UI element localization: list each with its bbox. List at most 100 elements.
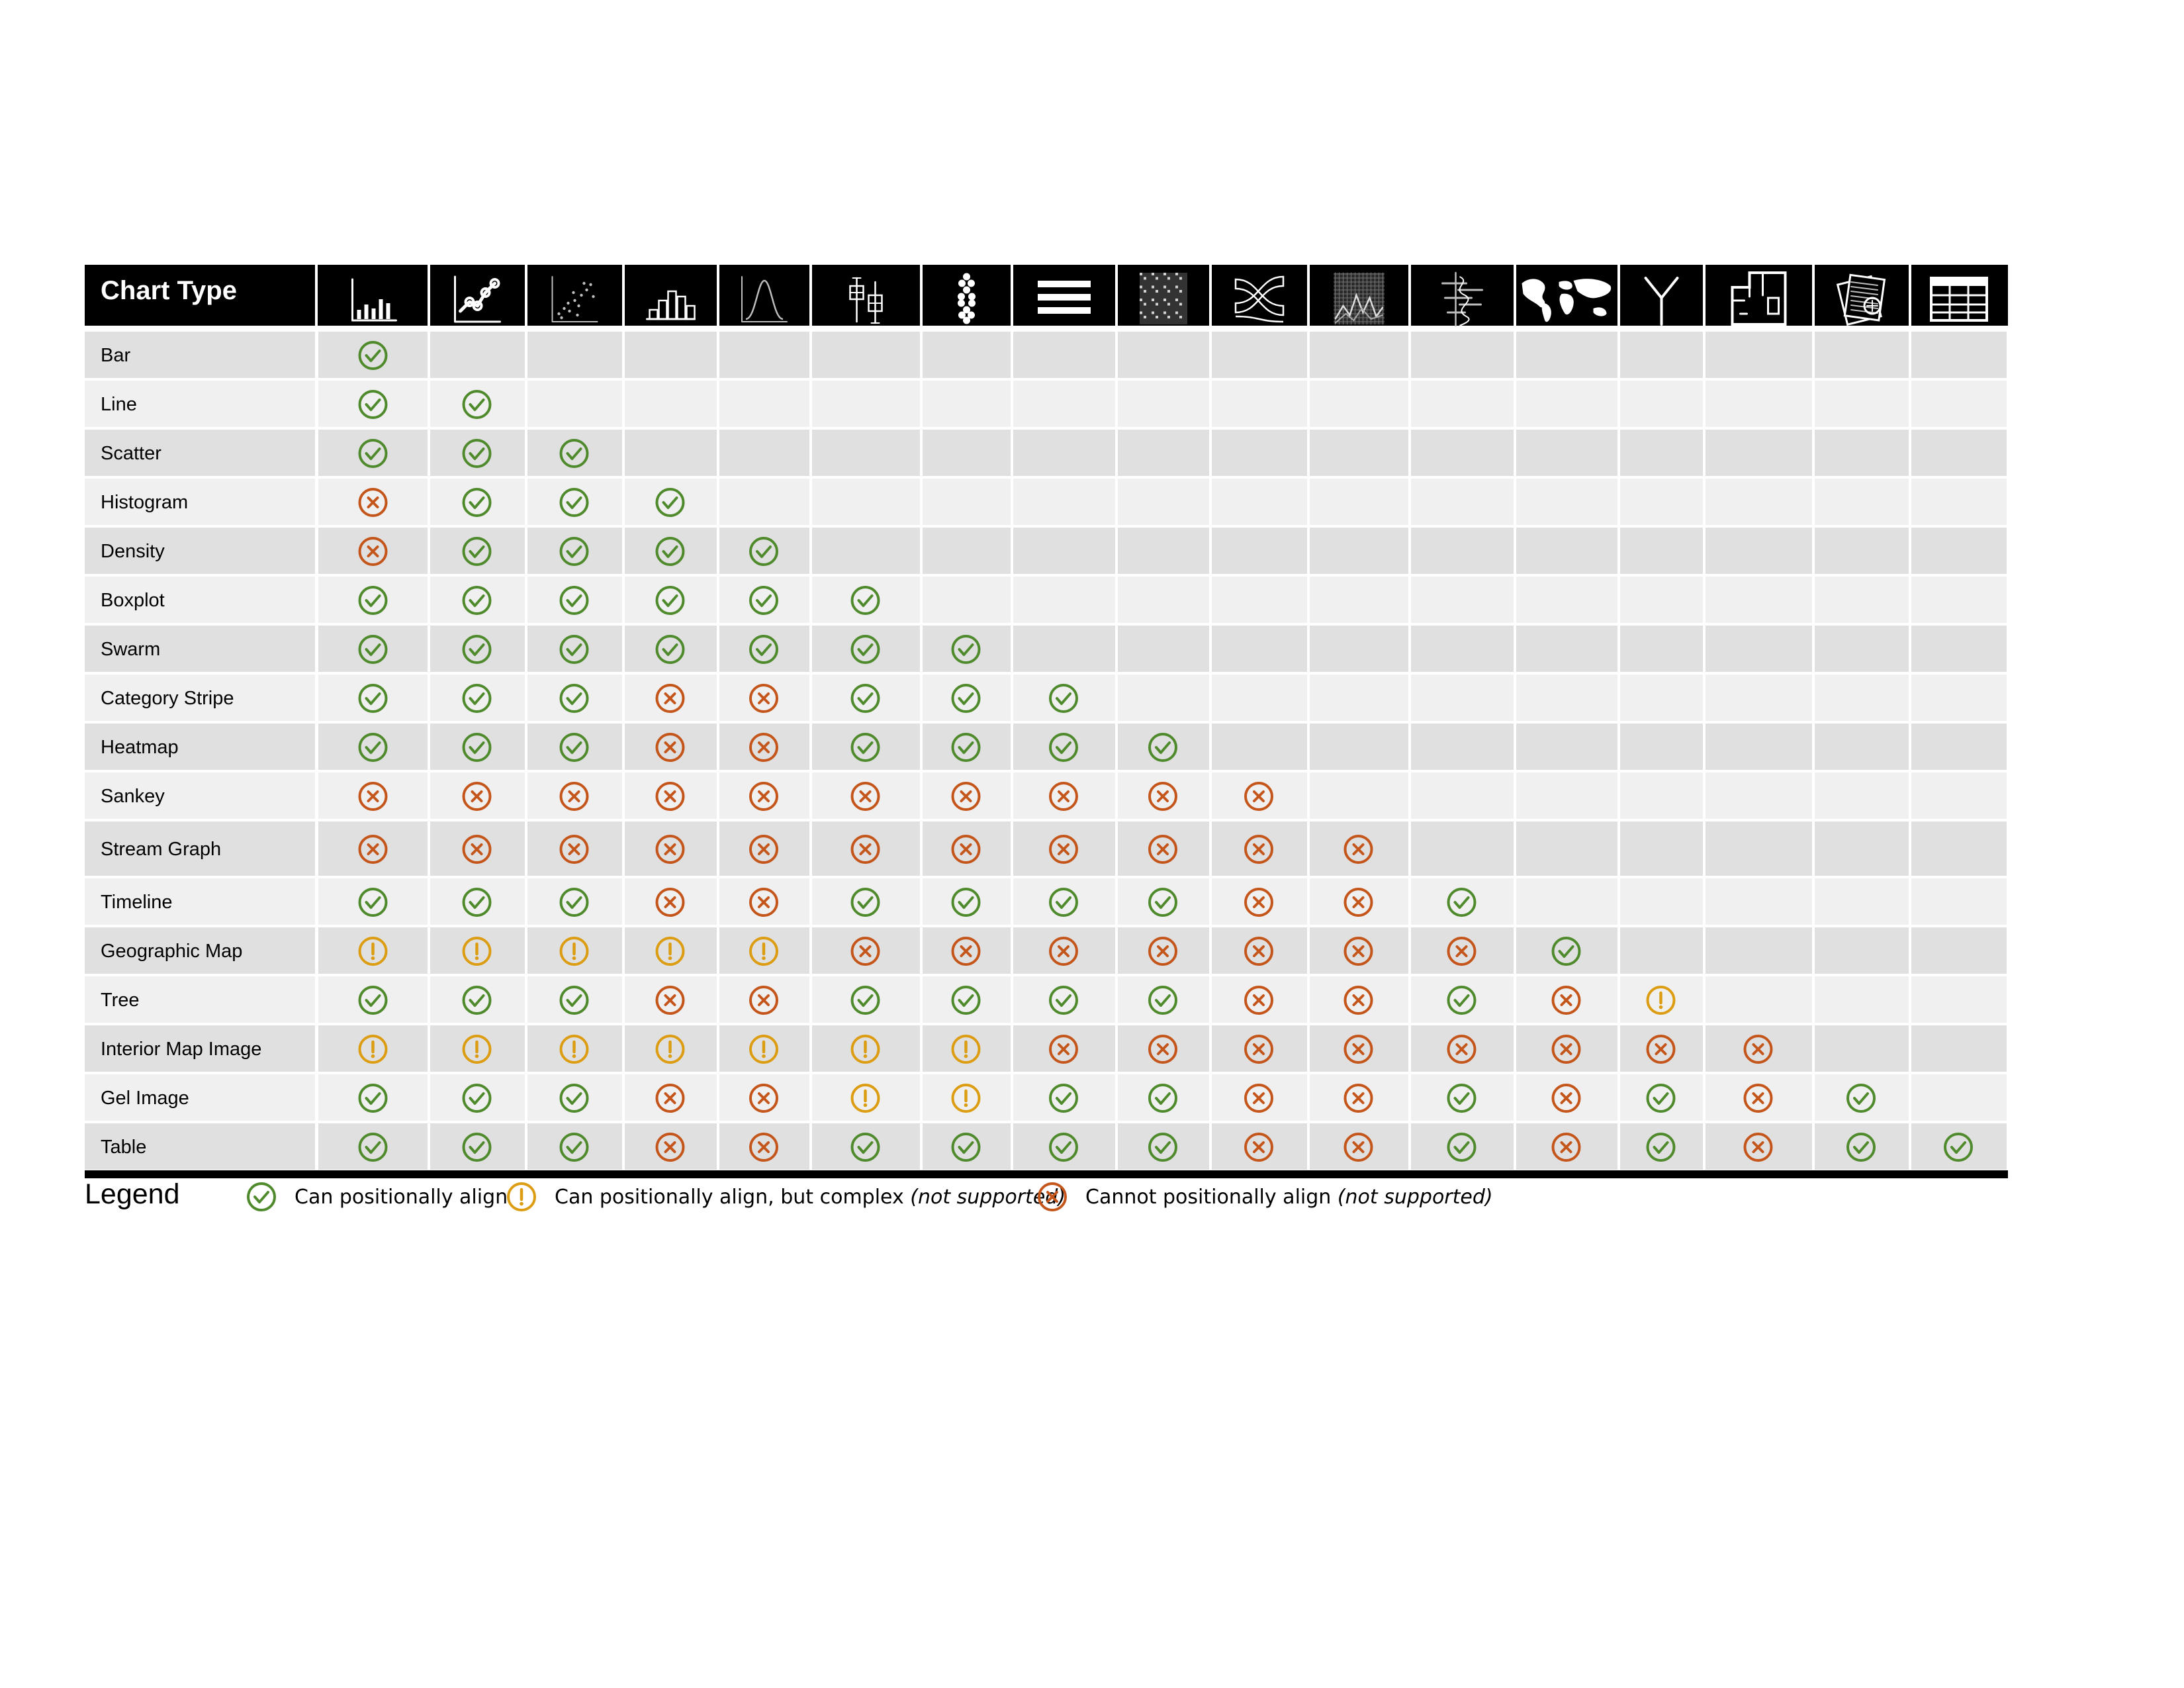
table-cell [1706,479,1812,525]
table-cell [1118,1074,1209,1121]
x-circle-icon [1343,1133,1373,1162]
check-circle-icon [559,684,589,713]
table-cell [1013,479,1115,525]
legend: Legend Can positionally align Can positi… [85,1173,1872,1219]
check-circle-icon [1148,733,1177,762]
table-cell [1516,675,1617,721]
table-cell [527,332,622,378]
legend-item-yes: Can positionally align [246,1178,508,1215]
table-cell [1815,332,1909,378]
x-circle-icon [1049,937,1078,966]
check-circle-icon [358,635,388,664]
x-circle-icon [655,986,685,1015]
table-cell [1212,626,1307,672]
check-circle-icon [1049,1133,1078,1162]
legend-label: Can positionally align, but complex [555,1185,911,1209]
table-cell [812,626,920,672]
table-cell [318,626,428,672]
table-cell [1212,528,1307,574]
check-circle-icon [1551,937,1581,966]
table-row: Histogram [85,479,2007,525]
table-cell [1118,1123,1209,1170]
table-cell [527,976,622,1023]
x-circle-icon [1551,1084,1581,1113]
table-cell [1516,773,1617,819]
check-circle-icon [1049,986,1078,1015]
table-cell [719,430,809,476]
table-cell [1911,528,2007,574]
table-cell [1013,577,1115,623]
check-circle-icon [559,537,589,566]
table-cell [1411,675,1514,721]
table-cell [1411,381,1514,427]
header-separator [1812,265,1815,326]
check-circle-icon [358,1133,388,1162]
table-cell [1310,430,1408,476]
table-cell [625,381,717,427]
table-cell [430,332,525,378]
x-circle-icon [1343,1084,1373,1113]
scatter-chart-icon [551,276,598,322]
x-circle-icon [358,488,388,517]
check-circle-icon [951,733,981,762]
x-circle-icon [1343,1035,1373,1064]
check-circle-icon [1049,1084,1078,1113]
x-circle-icon [1244,835,1273,864]
table-cell [1118,479,1209,525]
table-cell [1911,675,2007,721]
table-cell [1516,332,1617,378]
x-circle-icon [1244,1133,1273,1162]
table-cell [1911,927,2007,974]
table-icon [1930,277,1988,322]
table-cell [1013,528,1115,574]
table-cell [1411,878,1514,925]
table-cell [430,1123,525,1170]
table-cell [1013,1074,1115,1121]
table-cell [719,381,809,427]
table-cell [527,1123,622,1170]
table-cell [1310,332,1408,378]
check-circle-icon [559,1133,589,1162]
timeline-icon [1441,271,1483,327]
table-cell [1911,1074,2007,1121]
table-cell [318,724,428,770]
table-cell [430,479,525,525]
legend-item-complex: Can positionally align, but complex (not… [506,1178,1066,1215]
check-circle-icon [749,537,778,566]
x-circle-icon [1551,986,1581,1015]
table-cell [1411,1074,1514,1121]
check-circle-icon [749,586,778,615]
table-cell [1911,976,2007,1023]
check-circle-icon [559,986,589,1015]
exclamation-circle-icon [559,937,589,966]
row-label: Timeline [101,892,173,913]
check-circle-icon [655,537,685,566]
row-label: Boxplot [101,590,165,611]
table-cell [430,528,525,574]
table-cell [1310,626,1408,672]
row-label-cell [85,479,315,525]
header-separator [1115,265,1118,326]
check-circle-icon [1846,1133,1876,1162]
check-circle-icon [655,488,685,517]
sankey-icon [1234,275,1285,323]
check-circle-icon [358,586,388,615]
row-label: Stream Graph [101,839,221,860]
table-cell [1620,1123,1703,1170]
check-circle-icon [1846,1084,1876,1113]
table-cell [1706,724,1812,770]
table-cell [527,528,622,574]
header-row: Chart Type [85,265,2008,327]
table-cell [1815,821,1909,876]
check-circle-icon [358,1084,388,1113]
x-circle-icon [559,835,589,864]
table-row: Category Stripe [85,675,2007,721]
table-cell [1118,675,1209,721]
x-circle-icon [749,986,778,1015]
table-cell [719,626,809,672]
table-cell [1620,724,1703,770]
x-circle-icon [951,937,981,966]
table-cell [1118,528,1209,574]
x-circle-icon [655,1133,685,1162]
check-circle-icon [1148,986,1177,1015]
